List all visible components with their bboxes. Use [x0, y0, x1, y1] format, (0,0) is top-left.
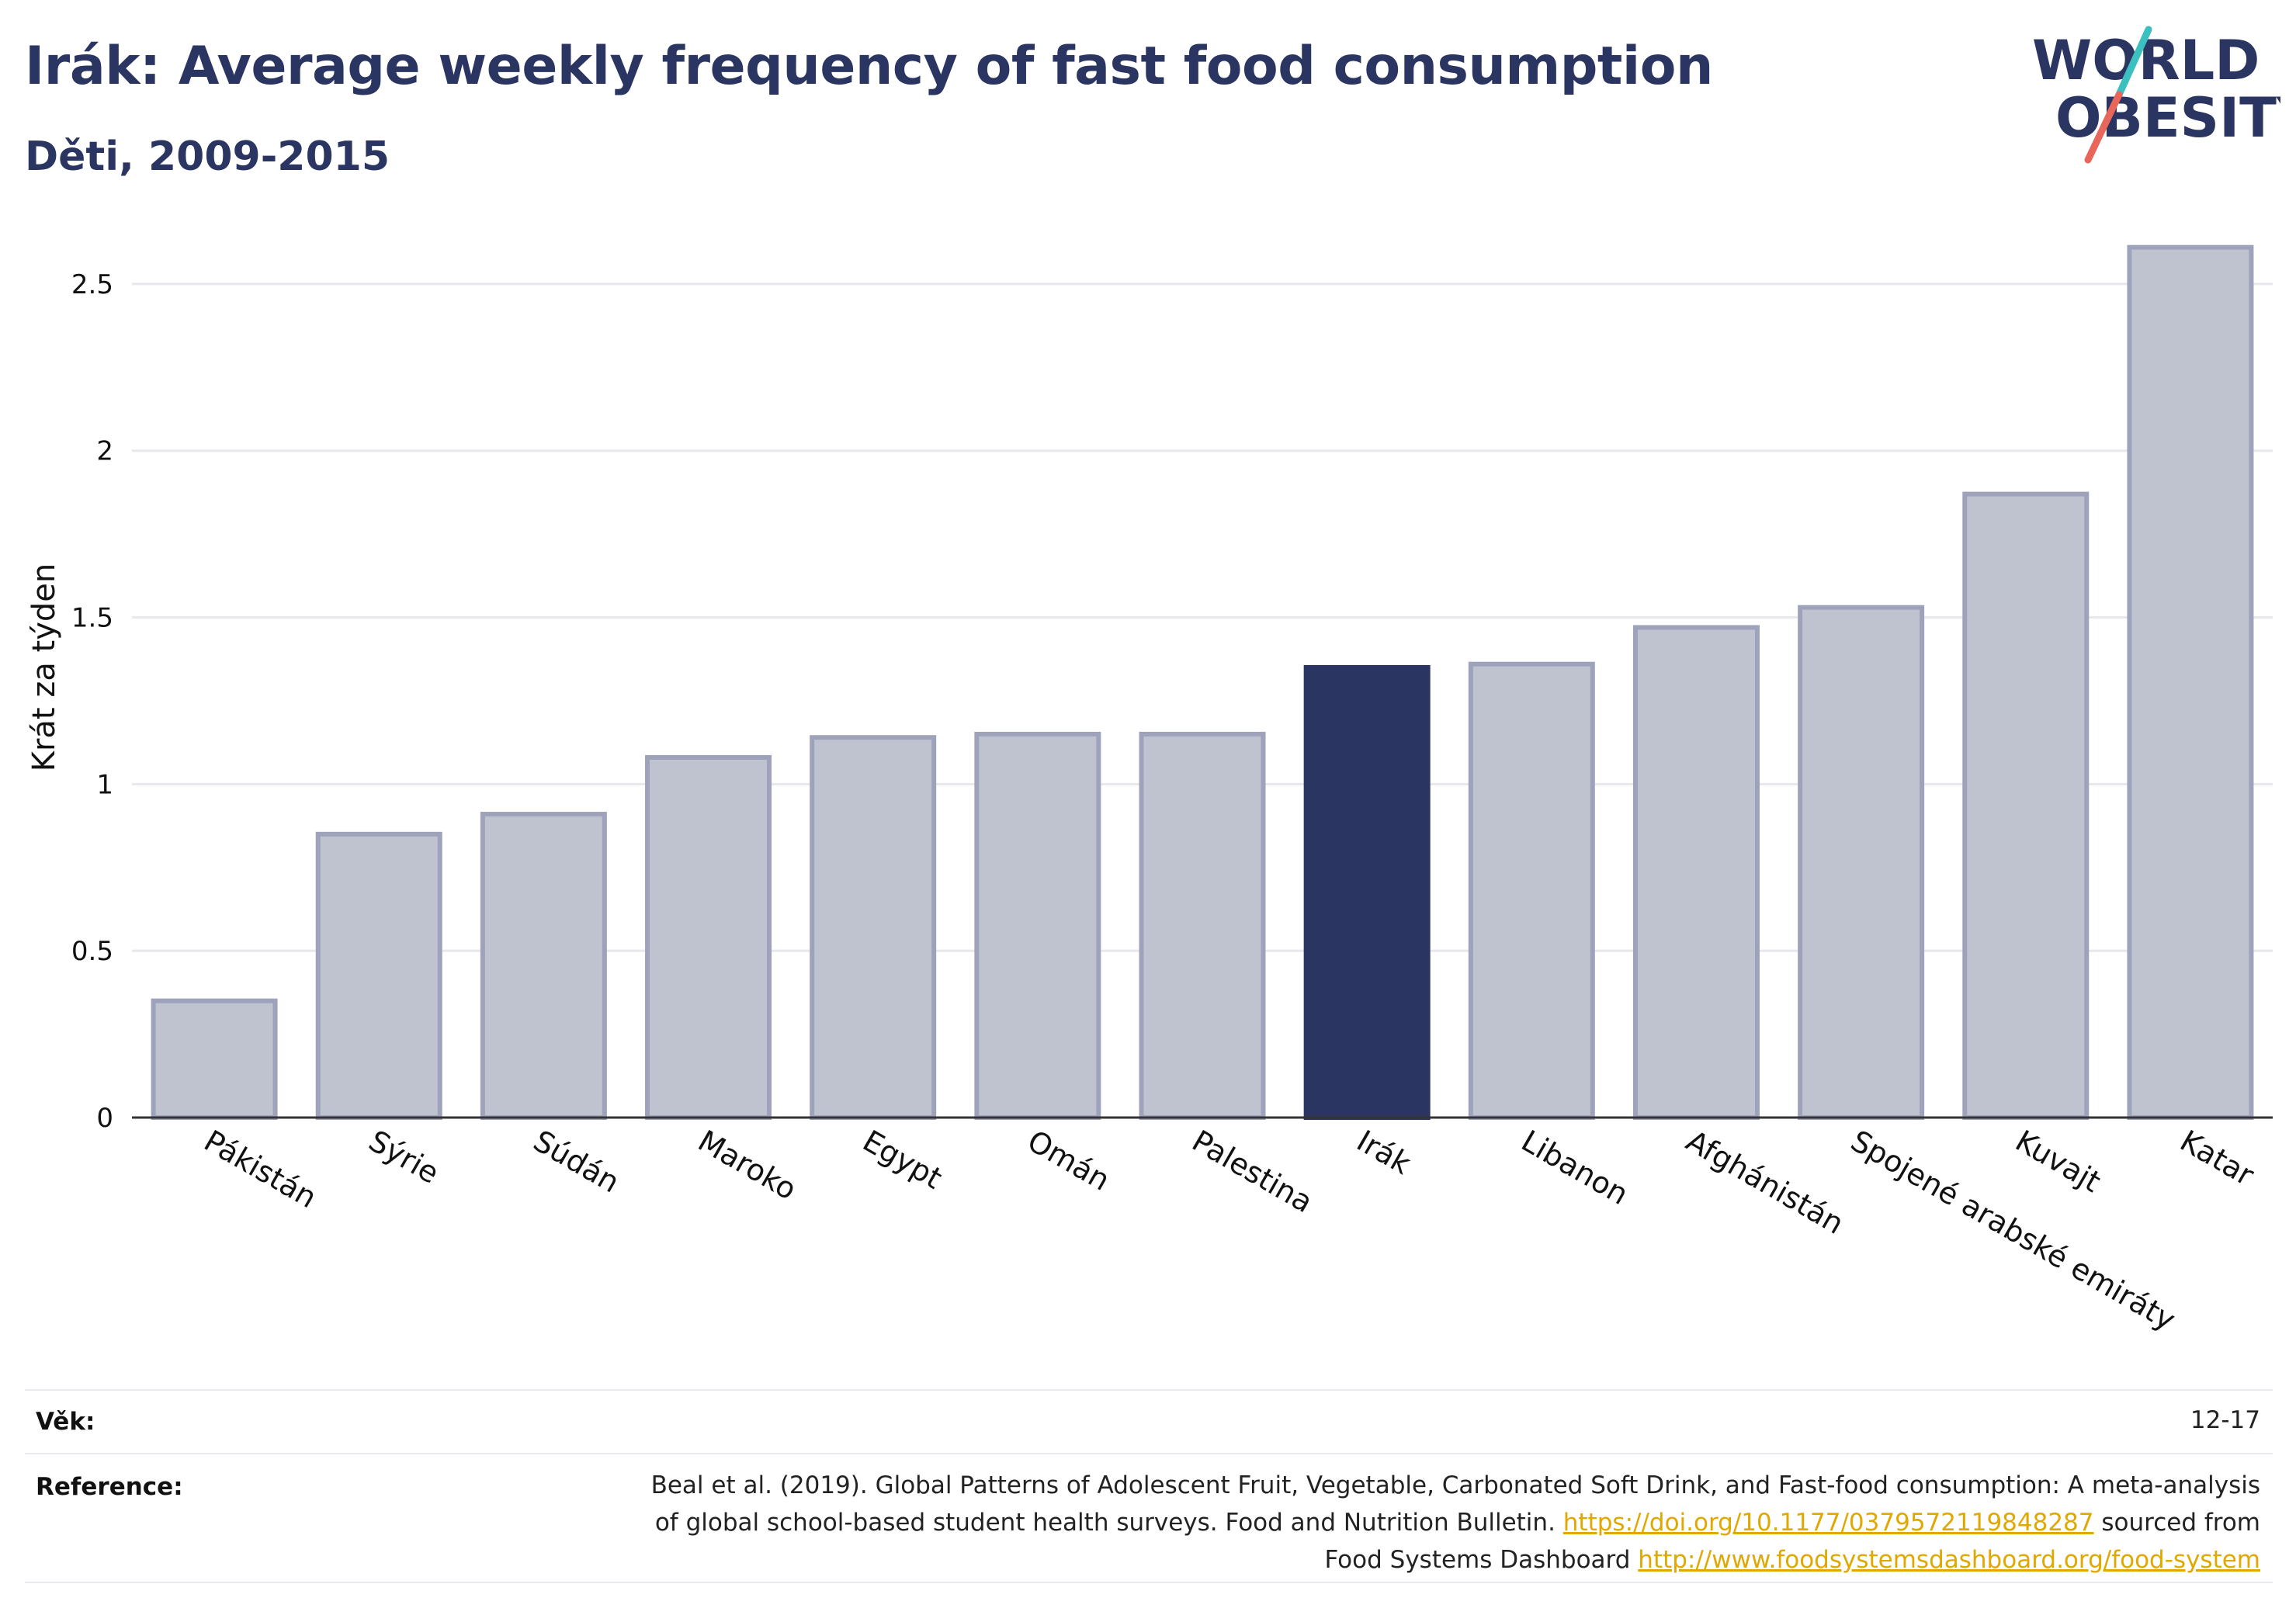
logo-word-obesity: OBESITY	[2055, 86, 2280, 150]
bar-súdán[interactable]	[480, 812, 607, 1120]
bar-libanon[interactable]	[1468, 661, 1595, 1120]
reference-line-3-text: Food Systems Dashboard	[1324, 1546, 1631, 1574]
reference-line-1: Beal et al. (2019). Global Patterns of A…	[650, 1471, 2260, 1499]
x-tick-label: Kuvajt	[2010, 1124, 2106, 1199]
bar-sýrie[interactable]	[315, 831, 442, 1120]
y-tick-label: 0	[96, 1103, 113, 1134]
reference-line-3: Food Systems Dashboard http://www.foodsy…	[475, 1541, 2260, 1579]
x-tick-label: Palestina	[1187, 1124, 1319, 1220]
y-tick-label: 1.5	[71, 603, 113, 634]
bar-irák[interactable]	[1303, 665, 1431, 1120]
x-tick-label: Irák	[1351, 1124, 1417, 1181]
age-label: Věk:	[36, 1408, 95, 1436]
x-tick-label: Omán	[1021, 1124, 1115, 1197]
divider-middle	[25, 1453, 2273, 1454]
x-tick-label: Afghánistán	[1680, 1124, 1850, 1241]
x-tick-label: Pákistán	[199, 1124, 323, 1215]
bar-katar[interactable]	[2127, 244, 2254, 1121]
bar-chart: 0 0.5 1 1.5 2 2.5 Pákistán Sýrie Súdán Maroko Egyp…	[26, 244, 2273, 1337]
y-tick-label: 0.5	[71, 936, 113, 967]
bar-omán[interactable]	[974, 731, 1101, 1120]
bar-egypt[interactable]	[810, 735, 937, 1120]
bar-pákistán[interactable]	[151, 998, 278, 1121]
doi-link[interactable]: https://doi.org/10.1177/0379572119848287	[1562, 1509, 2094, 1537]
x-tick-label: Egypt	[857, 1124, 948, 1196]
y-axis-label: Krát za týden	[26, 563, 62, 772]
x-tick-label: Maroko	[692, 1124, 803, 1207]
chart-title: Irák: Average weekly frequency of fast f…	[25, 36, 1713, 97]
y-tick-label: 1	[96, 769, 113, 800]
bars	[151, 244, 2254, 1121]
divider-bottom	[25, 1582, 2273, 1583]
sourced-from-text: sourced from	[2101, 1509, 2260, 1537]
bar-spojené-arabské-emiráty[interactable]	[1798, 605, 1925, 1120]
bar-maroko[interactable]	[645, 755, 772, 1120]
x-tick-label: Libanon	[1516, 1124, 1634, 1211]
y-tick-label: 2.5	[71, 269, 113, 300]
chart-subtitle: Děti, 2009-2015	[25, 133, 390, 180]
x-tick-label: Katar	[2174, 1124, 2260, 1193]
bar-kuvajt[interactable]	[1962, 491, 2090, 1120]
x-tick-label: Spojené arabské emiráty	[1845, 1124, 2181, 1337]
world-obesity-logo: WORLD OBESITY	[2032, 26, 2280, 164]
age-value: 12-17	[2190, 1406, 2260, 1434]
bar-afghánistán[interactable]	[1632, 625, 1760, 1120]
divider-top	[25, 1389, 2273, 1391]
x-tick-label: Súdán	[528, 1124, 626, 1200]
reference-line-2: of global school-based student health su…	[475, 1504, 2260, 1541]
x-tick-label: Sýrie	[363, 1124, 445, 1191]
reference-text: Beal et al. (2019). Global Patterns of A…	[475, 1467, 2260, 1579]
bar-palestina[interactable]	[1139, 731, 1266, 1120]
reference-line-2-text: of global school-based student health su…	[654, 1509, 1556, 1537]
reference-label: Reference:	[36, 1473, 183, 1501]
logo-slash-top	[2115, 26, 2152, 99]
logo-slash-bottom	[2084, 91, 2123, 164]
dashboard-link[interactable]: http://www.foodsystemsdashboard.org/food…	[1638, 1546, 2260, 1574]
y-tick-label: 2	[96, 436, 113, 467]
